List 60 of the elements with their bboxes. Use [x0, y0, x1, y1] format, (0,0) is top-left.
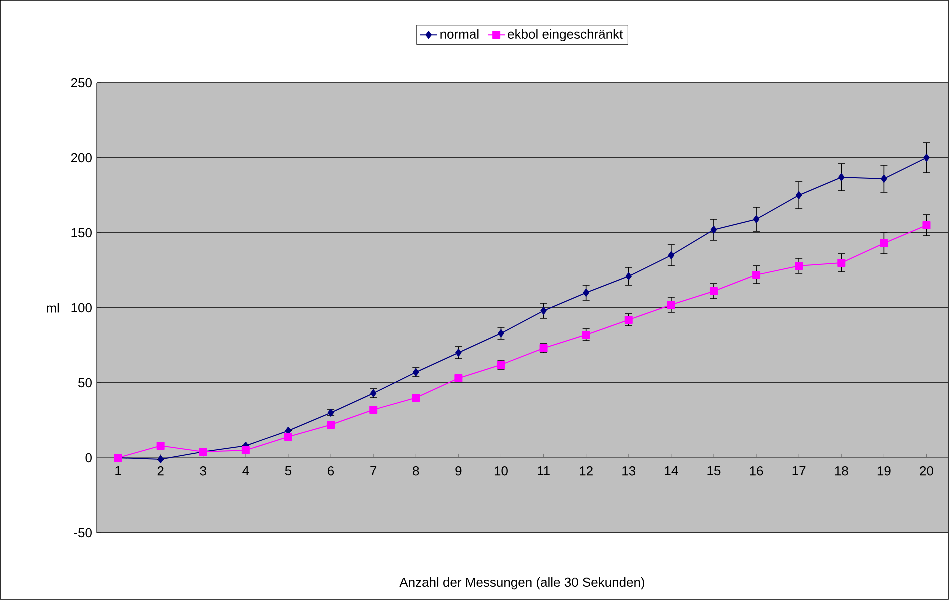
point — [370, 406, 378, 414]
y-tick-label: 100 — [72, 303, 92, 313]
x-tick-label: 20 — [920, 466, 934, 476]
point — [626, 272, 632, 280]
point — [667, 300, 676, 309]
x-tick-label: 2 — [158, 466, 164, 476]
point — [795, 262, 804, 270]
point — [412, 394, 420, 402]
point — [498, 329, 504, 338]
x-tick-label: 11 — [538, 466, 550, 476]
x-tick-label: 19 — [878, 466, 891, 476]
point — [710, 226, 718, 234]
x-tick-label: 14 — [665, 466, 678, 476]
x-tick-label: 8 — [413, 466, 420, 476]
point — [924, 154, 930, 162]
point — [922, 221, 931, 230]
x-tick-label: 4 — [242, 466, 250, 476]
y-tick-label: 50 — [78, 378, 92, 388]
legend-label: ekbol eingeschränkt — [508, 29, 624, 42]
point — [880, 239, 888, 248]
point — [838, 258, 846, 267]
x-axis-title: Anzahl der Messungen (alle 30 Sekunden) — [400, 578, 644, 590]
x-tick-label: 16 — [750, 466, 764, 476]
x-tick-label: 3 — [200, 466, 206, 476]
point — [753, 215, 760, 224]
x-tick-label: 10 — [494, 466, 508, 476]
point — [582, 330, 590, 339]
point — [838, 173, 845, 182]
x-tick-label: 7 — [370, 466, 377, 476]
x-tick-label: 6 — [328, 466, 334, 476]
point — [752, 270, 761, 279]
x-tick-label: 18 — [835, 466, 848, 476]
x-tick-label: 12 — [580, 466, 593, 476]
point — [796, 191, 802, 200]
point — [242, 446, 250, 454]
point — [456, 348, 462, 357]
point — [454, 374, 463, 382]
y-tick-label: 200 — [71, 153, 92, 163]
x-tick-label: 13 — [622, 466, 636, 476]
point — [156, 442, 165, 450]
point — [583, 288, 590, 297]
y-axis-title: ml — [47, 303, 60, 313]
point — [284, 432, 292, 441]
x-tick-label: 9 — [456, 466, 462, 476]
point — [624, 316, 633, 324]
point — [158, 455, 164, 464]
point — [540, 306, 547, 315]
y-tick-label: -50 — [74, 528, 92, 538]
y-tick-label: 0 — [86, 453, 92, 463]
x-tick-label: 1 — [116, 466, 122, 476]
point — [710, 287, 718, 296]
point — [881, 174, 888, 183]
x-tick-label: 5 — [285, 466, 292, 476]
point — [327, 420, 336, 429]
y-tick-label: 150 — [72, 228, 92, 238]
x-tick-label: 17 — [792, 466, 806, 476]
x-tick-label: 15 — [708, 466, 721, 476]
legend-label: normal — [440, 29, 479, 39]
point — [668, 251, 675, 260]
y-tick-label: 250 — [71, 78, 92, 88]
